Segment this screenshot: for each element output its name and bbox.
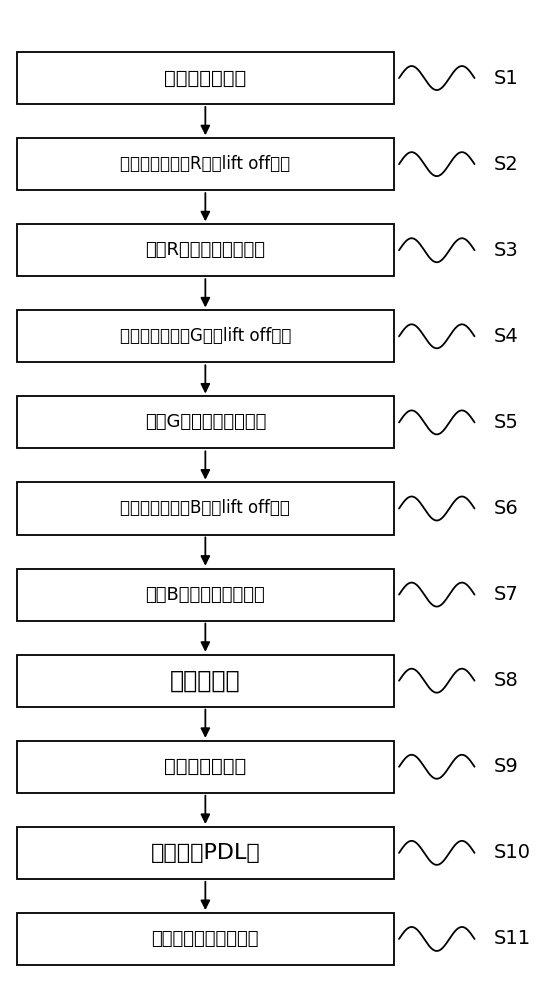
Bar: [17, 224, 394, 276]
Bar: [17, 483, 394, 534]
Text: 涂胶显影，形成G像素lift off结构: 涂胶显影，形成G像素lift off结构: [120, 327, 291, 345]
Text: 涂胶显影，形成B像素lift off结构: 涂胶显影，形成B像素lift off结构: [120, 499, 290, 518]
Text: S6: S6: [494, 499, 519, 518]
Text: S3: S3: [494, 241, 519, 260]
Text: 光刻胶剥离: 光刻胶剥离: [170, 669, 241, 693]
Bar: [17, 396, 394, 448]
Bar: [17, 741, 394, 793]
Text: S7: S7: [494, 585, 519, 604]
Text: 涂胶制作平坦层: 涂胶制作平坦层: [164, 757, 246, 776]
Bar: [17, 913, 394, 965]
Text: 涂胶显影，形成R像素lift off结构: 涂胶显影，形成R像素lift off结构: [120, 155, 290, 173]
Bar: [17, 827, 394, 879]
Text: 蒸镀R材料和阴极金属层: 蒸镀R材料和阴极金属层: [145, 241, 265, 259]
Text: S5: S5: [494, 413, 519, 432]
Text: S4: S4: [494, 327, 519, 346]
Text: 制作阳极金属层: 制作阳极金属层: [164, 69, 246, 88]
Text: 蒸镀B材料和阴极金属层: 蒸镀B材料和阴极金属层: [145, 586, 265, 604]
Bar: [17, 655, 394, 707]
Bar: [17, 138, 394, 190]
Text: 蒸镀G材料和阴极金属层: 蒸镀G材料和阴极金属层: [145, 413, 266, 431]
Bar: [17, 569, 394, 621]
Text: S9: S9: [494, 757, 519, 776]
Text: S8: S8: [494, 671, 519, 690]
Text: S11: S11: [494, 929, 531, 948]
Text: S1: S1: [494, 69, 519, 88]
Bar: [17, 310, 394, 362]
Text: 灰化形成PDL层: 灰化形成PDL层: [150, 843, 260, 863]
Text: 蒸镀整面共阴极金属层: 蒸镀整面共阴极金属层: [152, 930, 259, 948]
Text: S2: S2: [494, 155, 519, 174]
Bar: [17, 52, 394, 104]
Text: S10: S10: [494, 843, 531, 862]
